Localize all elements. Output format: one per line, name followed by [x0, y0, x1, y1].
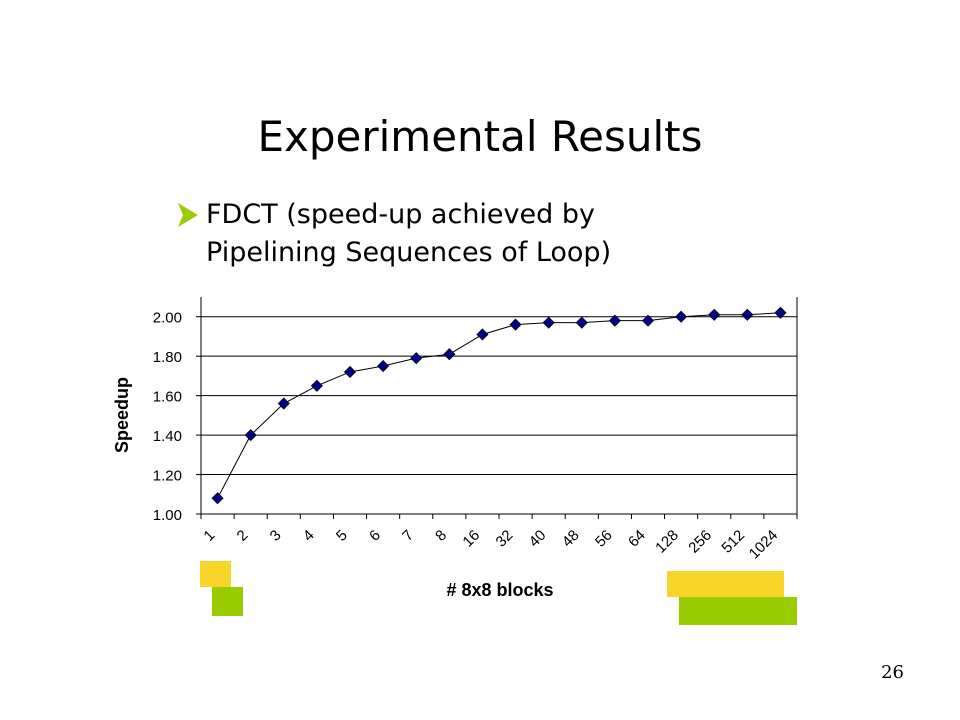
y-tick-label: 1.40: [153, 428, 182, 445]
data-point-marker: [244, 429, 257, 442]
x-tick-label: 5: [333, 527, 351, 545]
y-tick-label: 1.60: [153, 389, 182, 406]
y-tick-label: 1.00: [153, 507, 182, 524]
data-point-marker: [542, 316, 555, 329]
data-point-marker: [509, 318, 522, 331]
x-tick-label: 512: [718, 527, 748, 557]
data-point-marker: [741, 308, 754, 321]
data-point-marker: [211, 492, 224, 505]
data-point-marker: [608, 314, 621, 327]
data-point-marker: [343, 365, 357, 379]
page-number: 26: [881, 662, 904, 683]
x-tick-label: 6: [366, 527, 384, 545]
y-tick-label: 2.00: [153, 310, 182, 327]
x-tick-label: 64: [625, 527, 649, 551]
x-tick-label: 8: [432, 527, 450, 545]
x-tick-label: 4: [300, 527, 318, 545]
deco-yellow-bar-right: [667, 571, 784, 597]
x-tick-label: 1024: [746, 527, 782, 563]
x-axis-title: # 8x8 blocks: [446, 580, 553, 600]
series-line: [217, 312, 781, 499]
x-tick-label: 40: [526, 527, 550, 551]
slide-title: Experimental Results: [257, 112, 703, 161]
x-tick-label: 3: [267, 527, 285, 545]
x-tick-label: 2: [234, 527, 252, 545]
data-point-marker: [476, 328, 489, 341]
data-point-marker: [641, 314, 655, 327]
data-point-marker: [675, 310, 688, 323]
data-point-marker: [310, 379, 323, 392]
x-tick-label: 1: [200, 527, 218, 545]
data-point-marker: [575, 316, 588, 329]
x-tick-label: 128: [652, 527, 682, 557]
arrowhead-bullet-icon: [178, 203, 198, 227]
deco-green-square-left: [212, 587, 243, 616]
data-point-marker: [443, 348, 456, 361]
data-point-marker: [774, 306, 787, 319]
data-point-marker: [410, 352, 423, 365]
x-tick-label: 7: [399, 527, 417, 545]
bullet-text: FDCT (speed-up achieved by Pipelining Se…: [206, 199, 612, 268]
data-point-marker: [708, 308, 721, 321]
data-point-marker: [377, 359, 390, 373]
x-tick-label: 32: [493, 527, 517, 551]
x-tick-label: 16: [459, 527, 483, 551]
deco-yellow-square-left: [200, 561, 231, 587]
data-point-marker: [277, 397, 290, 410]
y-axis-title: Speedup: [112, 377, 132, 453]
deco-green-bar-right: [679, 597, 797, 625]
x-tick-label: 48: [559, 527, 583, 551]
x-tick-label: 256: [685, 527, 715, 557]
y-tick-label: 1.80: [153, 349, 182, 366]
y-tick-label: 1.20: [153, 468, 182, 485]
x-tick-label: 56: [592, 527, 616, 551]
